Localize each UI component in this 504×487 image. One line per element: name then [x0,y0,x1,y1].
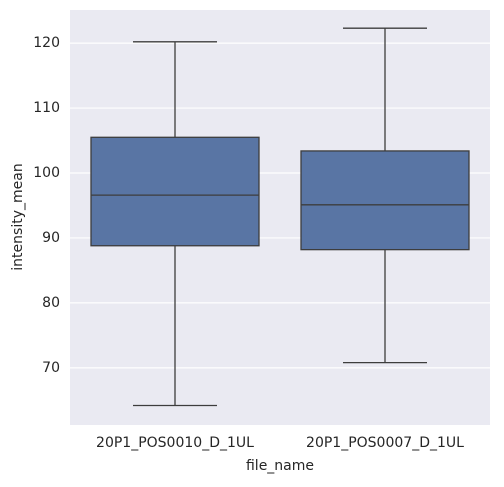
x-tick-label: 20P1_POS0010_D_1UL [96,435,254,451]
box [90,136,260,247]
y-axis-label: intensity_mean [10,163,26,270]
x-axis-label: file_name [246,458,314,474]
x-tick-label: 20P1_POS0007_D_1UL [306,435,464,451]
y-tick-label: 90 [42,230,60,246]
y-tick-label: 70 [42,360,60,376]
y-tick-label: 120 [33,35,60,51]
box [300,150,470,251]
y-tick-label: 80 [42,295,60,311]
y-tick-label: 100 [33,165,60,181]
y-tick-label: 110 [33,100,60,116]
